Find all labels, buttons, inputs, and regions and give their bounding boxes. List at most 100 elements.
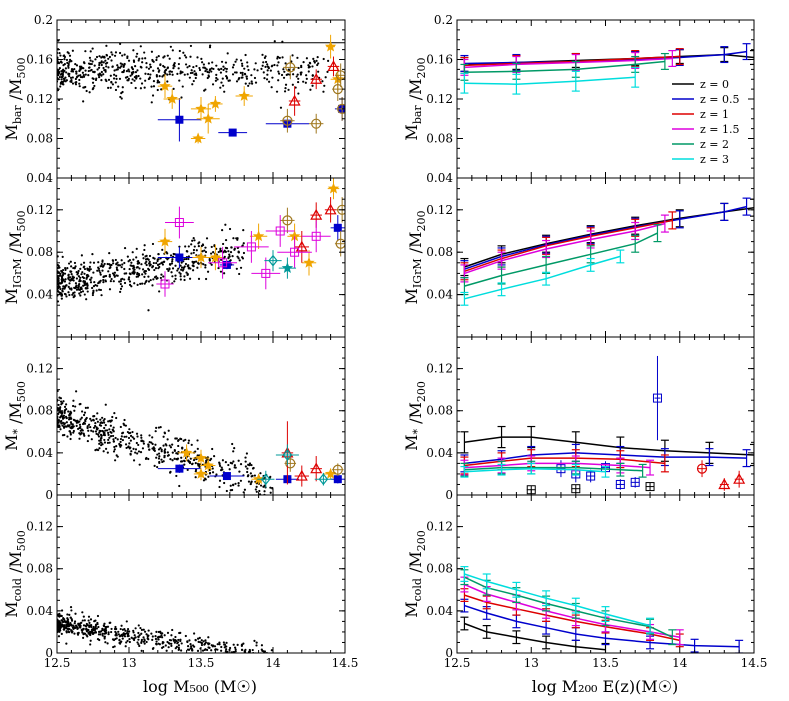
sim-group-point <box>173 280 176 283</box>
obs-marker-opensquare <box>311 231 321 241</box>
sim-group-point <box>152 278 155 281</box>
sim-group-point <box>202 479 206 482</box>
sim-group-point <box>194 462 197 465</box>
sim-group-point <box>111 429 115 432</box>
sim-group-point <box>97 261 100 264</box>
sim-group-point <box>163 451 166 454</box>
sim-group-point <box>128 280 132 283</box>
sim-group-point <box>170 262 174 265</box>
sim-group-point <box>88 91 91 94</box>
sim-group-point <box>119 290 122 293</box>
sim-group-point <box>125 435 128 438</box>
sim-group-point <box>85 622 88 626</box>
sim-group-point <box>124 629 127 632</box>
label-main: M <box>6 78 25 94</box>
obs-point <box>294 465 309 487</box>
sim-group-point <box>82 421 86 424</box>
sim-group-point <box>117 630 120 633</box>
sim-group-point <box>264 60 268 64</box>
sim-group-point <box>150 101 153 104</box>
y-tick-label: 0.12 <box>426 203 453 217</box>
sim-group-point <box>161 263 164 266</box>
sim-group-point <box>147 72 150 76</box>
legend-label: z = 2 <box>700 138 729 151</box>
sim-group-point <box>65 630 68 633</box>
sim-group-point <box>151 284 154 287</box>
label-subscript: cold <box>11 578 24 601</box>
y-tick-label: 0.04 <box>426 446 453 460</box>
sim-series-z1 <box>460 211 677 281</box>
obs-point <box>157 98 201 142</box>
sim-group-point <box>215 64 218 67</box>
sim-group-point <box>261 53 264 56</box>
sim-group-point <box>139 450 143 454</box>
sim-group-point <box>189 457 192 460</box>
sim-group-point <box>225 76 229 79</box>
sim-group-point <box>212 67 215 71</box>
sim-group-point <box>58 407 62 411</box>
sim-group-point <box>127 445 130 448</box>
sim-group-point <box>62 416 65 420</box>
sim-group-point <box>173 457 176 460</box>
sim-group-point <box>197 277 201 280</box>
obs-marker-triangle <box>310 73 323 84</box>
sim-group-point <box>150 85 153 88</box>
sim-group-point <box>219 71 223 74</box>
sim-group-point <box>201 243 204 246</box>
sim-group-point <box>72 296 75 299</box>
obs-marker-diamond <box>268 254 278 267</box>
sim-group-point <box>118 280 121 283</box>
sim-group-point <box>160 448 163 451</box>
sim-group-point <box>92 415 95 418</box>
sim-group-point <box>194 260 198 263</box>
label-main: / <box>6 567 25 578</box>
sim-group-point <box>61 268 65 272</box>
sim-group-point <box>135 256 138 259</box>
sim-group-point <box>127 59 131 62</box>
sim-group-point <box>75 424 78 427</box>
obs-point <box>157 74 173 99</box>
sim-group-point <box>166 451 169 454</box>
sim-line <box>464 457 665 467</box>
sim-group-point <box>163 634 166 637</box>
label-subscript: 200 <box>415 57 428 78</box>
sim-group-point <box>171 260 174 263</box>
sim-group-point <box>59 625 62 628</box>
sim-group-point <box>93 64 96 67</box>
sim-group-point <box>164 443 167 446</box>
sim-group-point <box>89 618 93 621</box>
label-main: / <box>406 567 425 578</box>
obs-marker-star <box>209 97 222 109</box>
sim-group-point <box>239 661 241 663</box>
obs-point <box>193 467 209 481</box>
sim-group-point <box>128 640 131 644</box>
sim-group-point <box>269 491 272 494</box>
label-main: M <box>406 78 425 94</box>
obs-point <box>309 113 324 134</box>
sim-group-point <box>89 639 92 642</box>
sim-group-point <box>180 96 183 99</box>
sim-group-point <box>190 243 193 246</box>
sim-group-point <box>116 64 119 67</box>
sim-group-point <box>177 444 180 448</box>
y-tick-label: 0 <box>445 488 453 502</box>
sim-group-point <box>151 265 155 268</box>
sim-line <box>464 232 658 287</box>
sim-group-point <box>166 80 169 83</box>
sim-group-point <box>100 56 103 59</box>
sim-group-point <box>108 55 112 59</box>
obs-marker-star <box>324 467 337 479</box>
sim-group-point <box>109 424 112 427</box>
sim-group-point <box>61 289 64 292</box>
sim-group-point <box>103 630 106 633</box>
sim-group-point <box>123 281 127 285</box>
sim-group-point <box>115 263 118 266</box>
sim-group-point <box>192 237 195 240</box>
sim-group-point <box>133 634 136 637</box>
sim-group-point <box>276 55 279 58</box>
sim-group-point <box>246 65 249 68</box>
sim-group-point <box>234 60 237 63</box>
sim-group-point <box>256 656 258 658</box>
sim-group-point <box>126 255 129 258</box>
sim-group-point <box>230 462 234 465</box>
